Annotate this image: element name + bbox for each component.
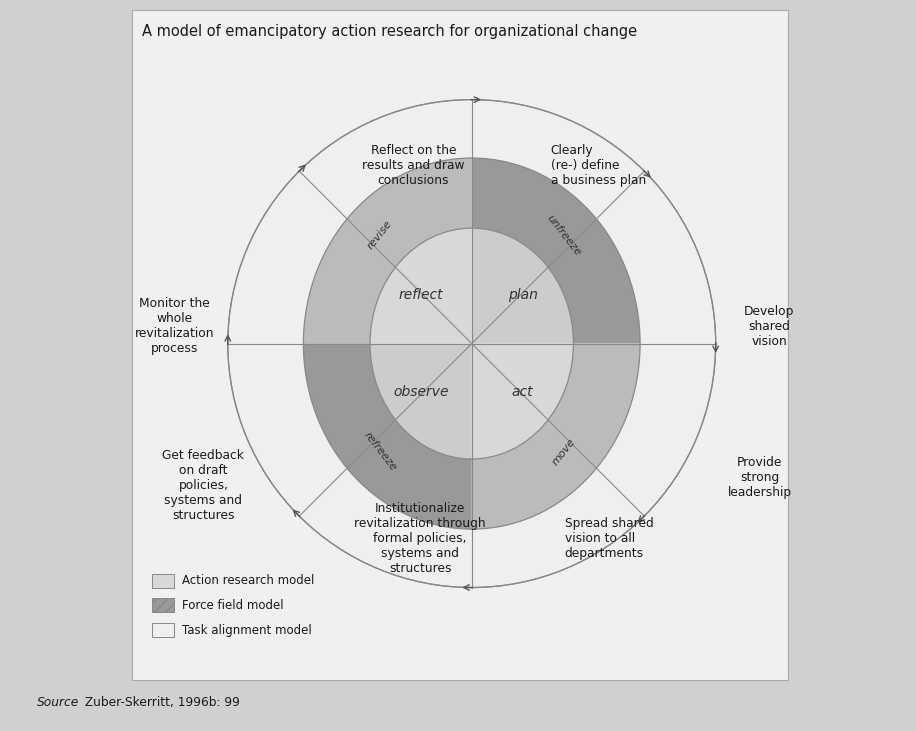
Text: Task alignment model: Task alignment model	[182, 624, 312, 637]
Text: reflect: reflect	[398, 288, 443, 302]
Text: observe: observe	[393, 385, 449, 399]
Text: move: move	[550, 436, 577, 467]
Bar	[152, 599, 174, 613]
Text: Zuber-Skerritt, 1996b: 99: Zuber-Skerritt, 1996b: 99	[81, 697, 239, 709]
Text: Spread shared
vision to all
departments: Spread shared vision to all departments	[564, 518, 653, 560]
Text: Action research model: Action research model	[182, 574, 315, 587]
Polygon shape	[472, 228, 573, 344]
Text: Force field model: Force field model	[182, 599, 284, 612]
Polygon shape	[303, 344, 472, 529]
Polygon shape	[370, 228, 472, 344]
Bar	[152, 574, 174, 588]
Polygon shape	[370, 344, 472, 459]
Text: A model of emancipatory action research for organizational change: A model of emancipatory action research …	[142, 24, 637, 39]
Text: Provide
strong
leadership: Provide strong leadership	[727, 456, 791, 499]
Text: refreeze: refreeze	[362, 431, 398, 473]
Polygon shape	[472, 344, 640, 529]
Polygon shape	[303, 158, 472, 344]
Polygon shape	[472, 158, 640, 344]
Text: Monitor the
whole
revitalization
process: Monitor the whole revitalization process	[135, 298, 214, 355]
FancyBboxPatch shape	[132, 10, 788, 681]
Text: Clearly
(re-) define
a business plan: Clearly (re-) define a business plan	[551, 144, 646, 187]
Text: Institutionalize
revitalization through
formal policies,
systems and
structures: Institutionalize revitalization through …	[354, 502, 486, 575]
Polygon shape	[472, 344, 573, 459]
Text: revise: revise	[365, 219, 394, 251]
Text: plan: plan	[507, 288, 538, 302]
Text: Develop
shared
vision: Develop shared vision	[744, 305, 794, 348]
Circle shape	[228, 99, 715, 588]
Text: Get feedback
on draft
policies,
systems and
structures: Get feedback on draft policies, systems …	[162, 449, 245, 521]
Bar	[152, 624, 174, 637]
Text: Source: Source	[37, 697, 79, 709]
Text: act: act	[512, 385, 533, 399]
Text: unfreeze: unfreeze	[544, 213, 583, 257]
Text: Reflect on the
results and draw
conclusions: Reflect on the results and draw conclusi…	[362, 144, 464, 187]
